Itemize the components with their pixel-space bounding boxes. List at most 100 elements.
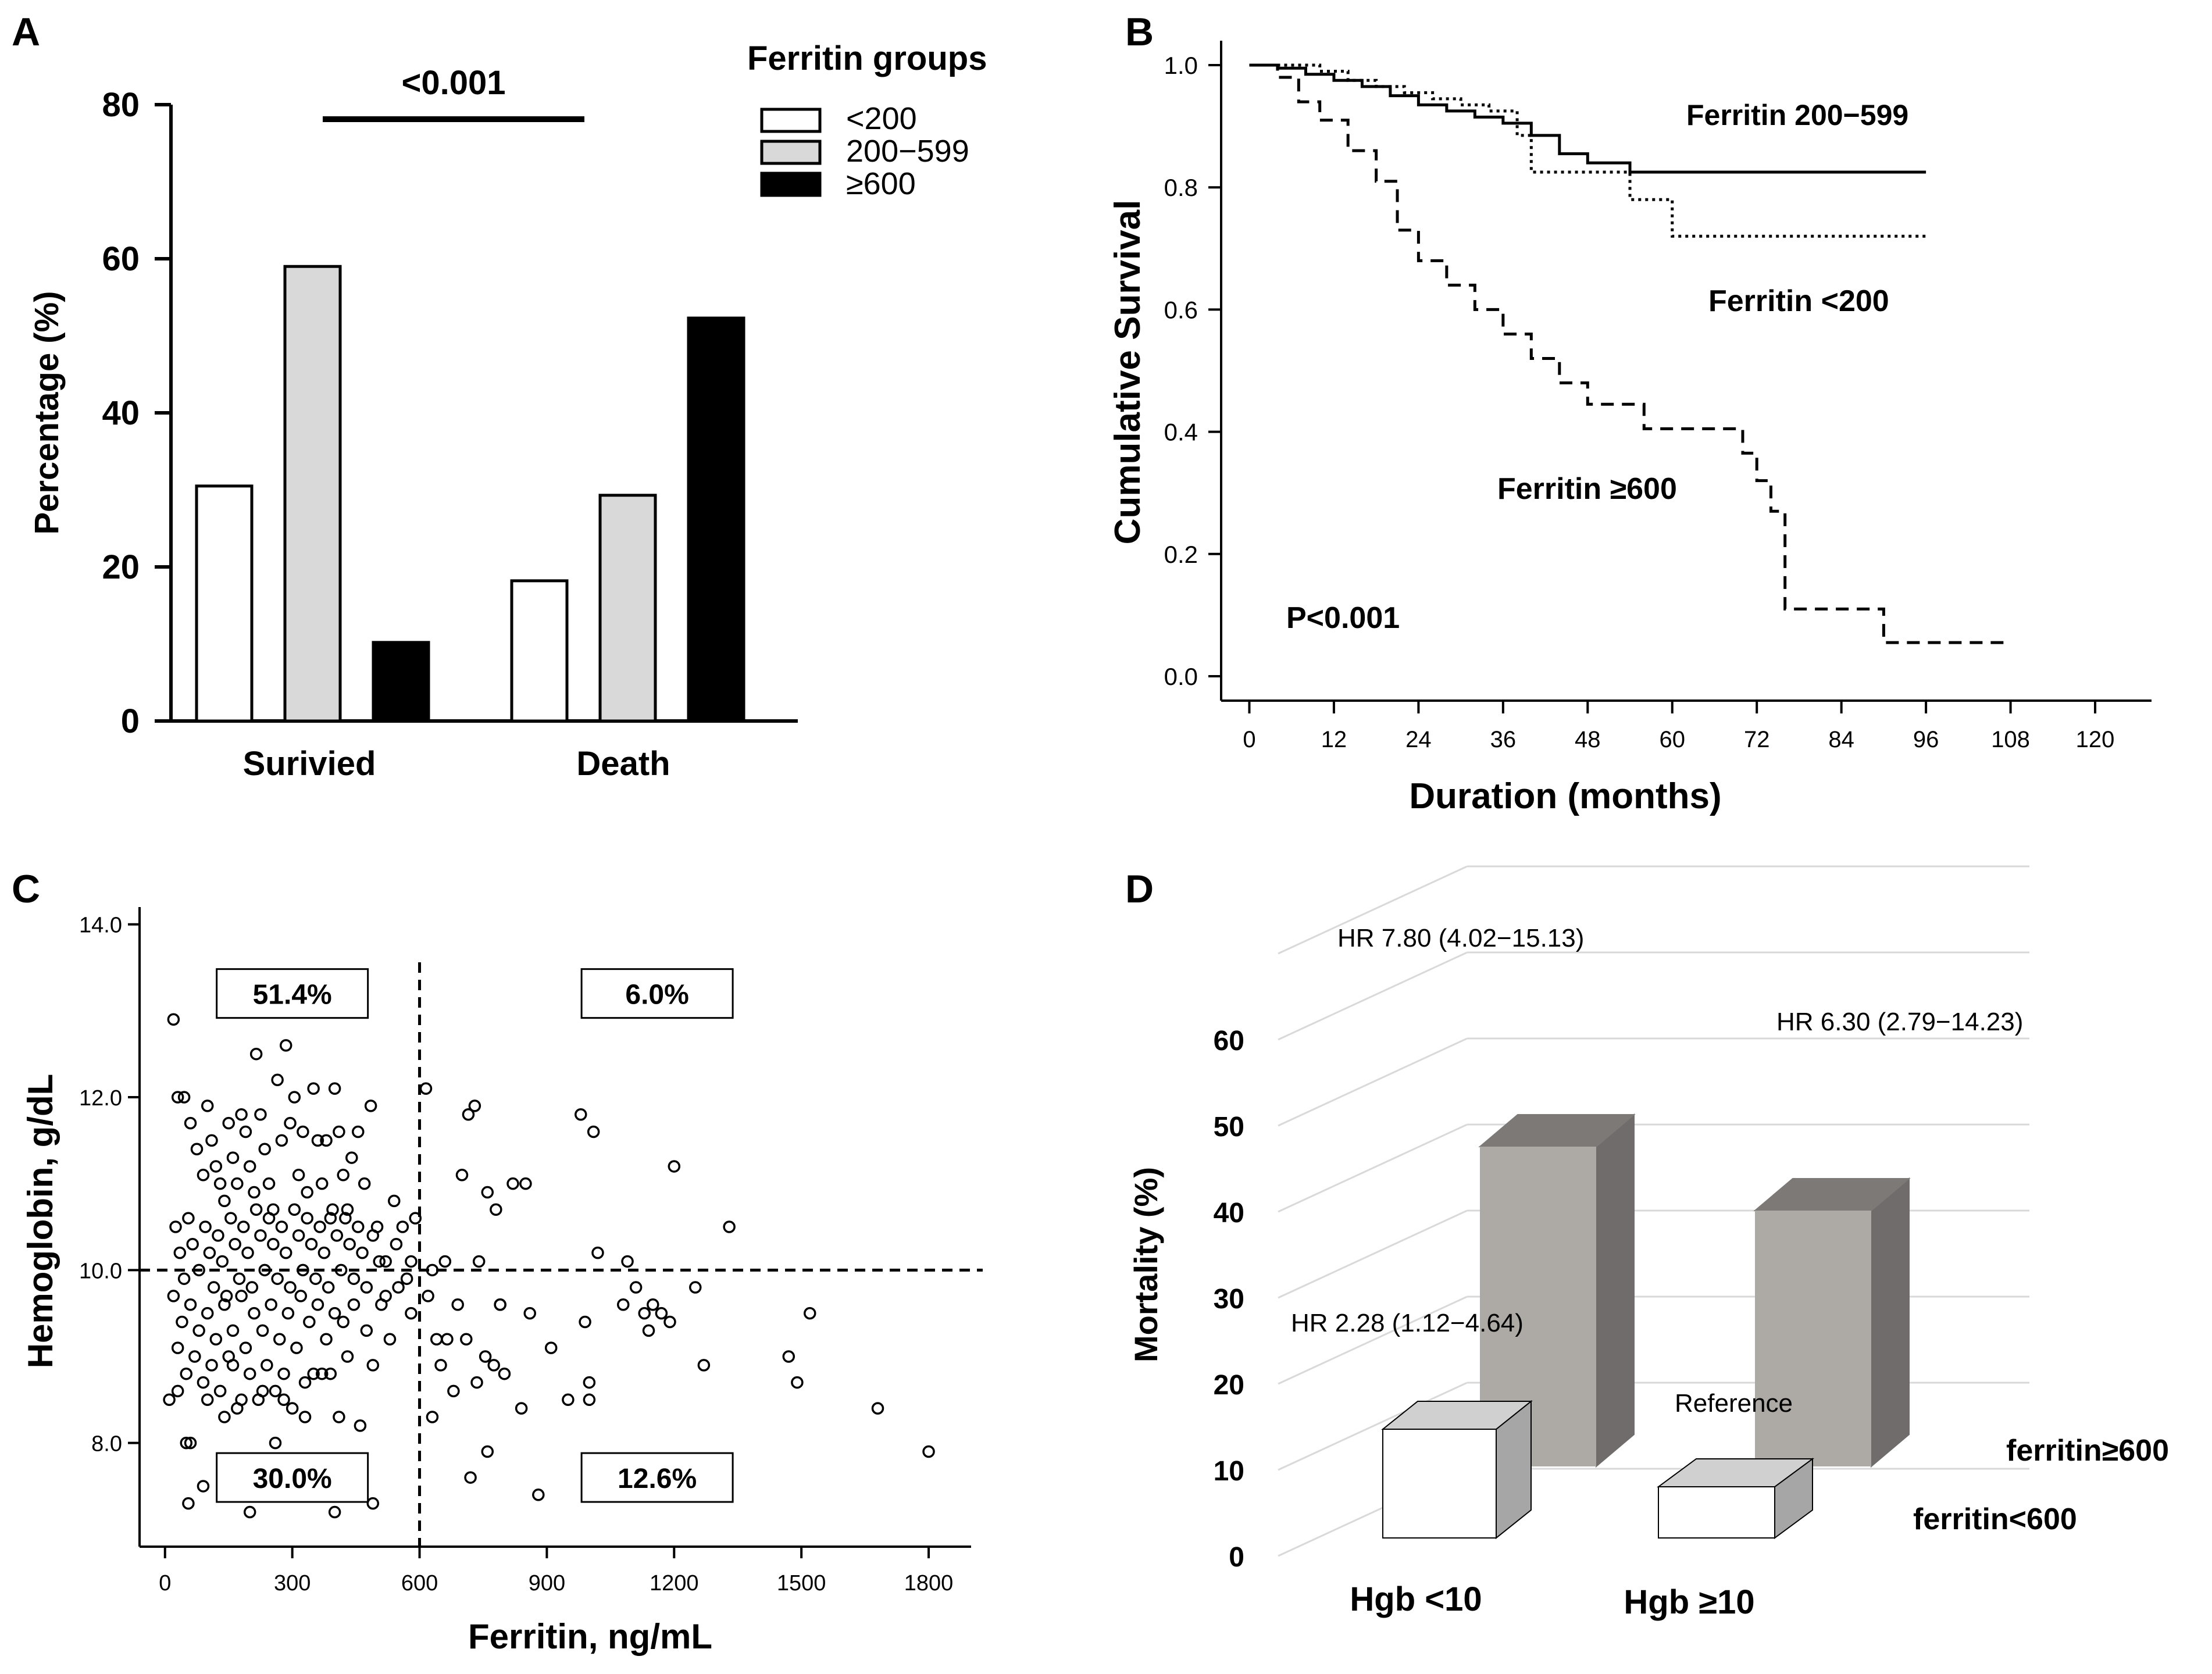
c-reference-lines (140, 962, 983, 1547)
d-y-tick-label: 40 (1214, 1198, 1244, 1229)
b-x-tick-label: 0 (1243, 727, 1255, 752)
c-point (330, 1229, 344, 1242)
c-point (383, 1333, 397, 1345)
c-point (203, 1246, 216, 1259)
c-point (190, 1143, 204, 1155)
c-point (515, 1402, 528, 1415)
c-quadrant-box (580, 968, 734, 1019)
c-point (328, 1082, 341, 1095)
c-point (262, 1212, 276, 1225)
a-bar (372, 641, 430, 723)
c-points (163, 1013, 935, 1519)
c-point (218, 1298, 231, 1311)
c-point (271, 1272, 284, 1285)
d-grid-diagonal (1278, 1295, 1468, 1385)
d-y-tick-label: 60 (1214, 1026, 1244, 1056)
c-point (231, 1177, 244, 1190)
c-point (400, 1272, 413, 1285)
c-point (451, 1298, 464, 1311)
c-point (248, 1186, 261, 1199)
c-point (544, 1341, 558, 1354)
c-point (275, 1134, 288, 1147)
a-legend-swatch-200-599 (760, 140, 822, 165)
c-point (315, 1177, 329, 1190)
c-point (409, 1212, 422, 1225)
c-point (182, 1212, 195, 1225)
d-hr-label-hgb-ge10-ferritin-ge600: HR 6.30 (2.79−14.23) (1776, 1008, 2023, 1036)
c-point (180, 1436, 193, 1450)
c-point (375, 1298, 388, 1311)
c-point (188, 1350, 201, 1363)
b-x-tick-label: 12 (1321, 727, 1347, 752)
c-point (333, 1411, 345, 1423)
c-point (324, 1367, 337, 1380)
c-point (218, 1411, 231, 1423)
c-point (177, 1091, 191, 1104)
c-x-tick-label: 1800 (904, 1571, 954, 1596)
c-point (205, 1134, 218, 1147)
c-quadrant-box (216, 1452, 369, 1503)
c-point (229, 1237, 241, 1251)
c-point (591, 1246, 604, 1259)
c-point (462, 1108, 475, 1121)
c-point (216, 1255, 229, 1268)
c-point (426, 1263, 439, 1277)
c-point (388, 1194, 401, 1208)
c-point (197, 1480, 210, 1493)
b-x-tick-label: 72 (1744, 727, 1770, 752)
c-point (294, 1290, 307, 1302)
c-point (587, 1125, 600, 1138)
c-point (209, 1333, 223, 1345)
c-point (249, 1047, 263, 1061)
c-point (638, 1307, 651, 1320)
c-point (791, 1376, 804, 1389)
c-point (337, 1315, 349, 1329)
c-point (519, 1177, 532, 1190)
c-point (351, 1125, 365, 1138)
c-point (334, 1263, 348, 1277)
panel-d-3d-bar-chart: 0 10 20 30 40 50 60 Mortality (%) Hgb <10 Hgb … (1128, 865, 2169, 1621)
a-legend-title: Ferritin groups (747, 40, 987, 77)
d-grid-diagonal (1278, 1382, 1468, 1471)
c-point (249, 1203, 263, 1216)
c-point (262, 1177, 276, 1190)
c-point (303, 1315, 316, 1329)
b-x-tick-label: 60 (1660, 727, 1686, 752)
d-bar-side (1596, 1113, 1635, 1468)
c-point (212, 1229, 224, 1242)
c-point (171, 1341, 184, 1354)
c-point (804, 1307, 816, 1320)
c-point (434, 1359, 447, 1372)
c-point (192, 1263, 205, 1277)
b-curve-dotted (1249, 63, 1926, 238)
c-point (292, 1229, 305, 1242)
c-point (723, 1220, 736, 1233)
c-y-tick-label: 10.0 (79, 1259, 122, 1283)
d-y-tick-label: 10 (1214, 1456, 1244, 1487)
b-curve-dashed (1249, 63, 2011, 644)
c-point (265, 1298, 277, 1311)
c-quadrant-label: 51.4% (253, 980, 332, 1011)
c-point (205, 1359, 218, 1372)
c-point (315, 1367, 329, 1380)
c-point (241, 1246, 254, 1259)
c-point (256, 1384, 269, 1398)
c-point (333, 1125, 345, 1138)
c-quadrant-labels: 51.4% 6.0% 30.0% 12.6% (216, 968, 734, 1503)
c-point (396, 1220, 409, 1233)
c-quadrant-label: 12.6% (618, 1464, 697, 1494)
c-point (320, 1333, 333, 1345)
b-y-tick-label: 0.8 (1164, 174, 1198, 201)
c-point (305, 1237, 318, 1251)
c-y-tick-label: 12.0 (79, 1086, 122, 1111)
c-point (261, 1359, 273, 1372)
b-x-tick-label: 36 (1490, 727, 1517, 752)
a-bars (195, 265, 745, 723)
c-point (523, 1307, 536, 1320)
d-bars (1381, 1113, 1911, 1540)
c-point (218, 1194, 231, 1208)
c-point (354, 1419, 367, 1432)
c-point (182, 1497, 195, 1510)
c-point (460, 1333, 473, 1345)
